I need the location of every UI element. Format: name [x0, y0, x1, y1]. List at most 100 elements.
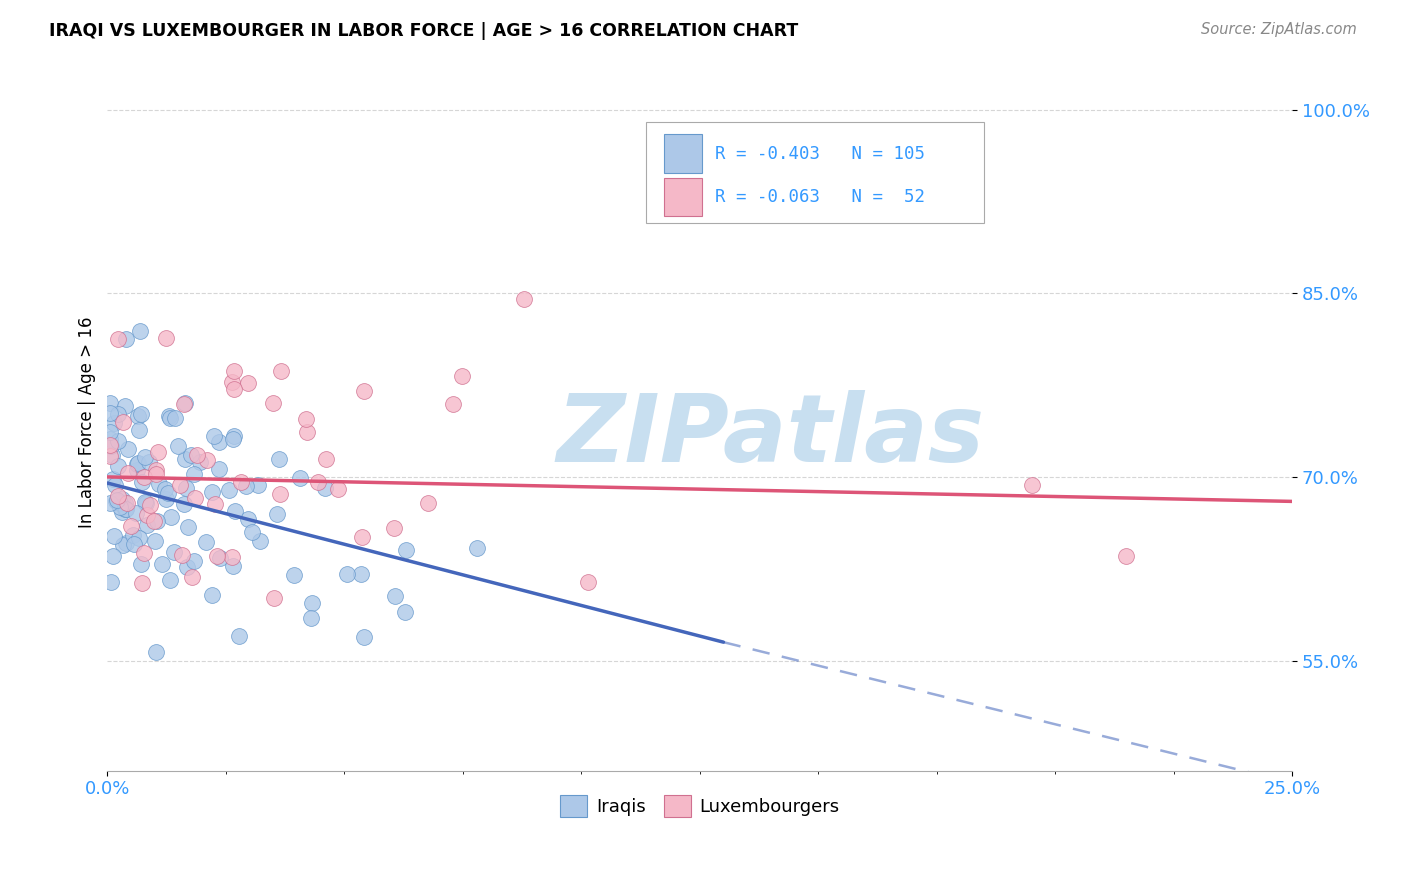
Point [132, 546, 155, 560]
Point [283, 568, 305, 582]
Point [180, 448, 202, 462]
Point [235, 479, 257, 493]
Point [270, 363, 292, 377]
Text: Source: ZipAtlas.com: Source: ZipAtlas.com [1201, 22, 1357, 37]
Point [145, 463, 167, 477]
Point [576, 574, 599, 589]
Point [107, 434, 129, 448]
Point [205, 549, 228, 563]
Point [111, 492, 134, 507]
Point [98, 449, 121, 463]
Point [146, 445, 169, 459]
Point [111, 505, 134, 519]
Point [174, 452, 197, 467]
Point [176, 559, 198, 574]
Point [128, 324, 150, 338]
Legend: Iraqis, Luxembourgers: Iraqis, Luxembourgers [553, 788, 846, 824]
Point [208, 461, 231, 475]
Point [127, 409, 149, 424]
Point [222, 364, 245, 378]
Point [131, 575, 153, 590]
Point [170, 548, 193, 562]
Point [451, 368, 474, 383]
Point [384, 589, 406, 603]
Point [112, 415, 135, 429]
Point [353, 630, 375, 644]
Point [173, 397, 195, 411]
Point [117, 442, 139, 456]
Text: ZIPatlas: ZIPatlas [557, 390, 986, 482]
Point [134, 495, 156, 509]
Point [299, 611, 322, 625]
Point [295, 412, 318, 426]
Point [269, 487, 291, 501]
Point [139, 498, 162, 512]
Point [169, 477, 191, 491]
Text: IRAQI VS LUXEMBOURGER IN LABOR FORCE | AGE > 16 CORRELATION CHART: IRAQI VS LUXEMBOURGER IN LABOR FORCE | A… [49, 22, 799, 40]
Point [142, 514, 165, 528]
Point [166, 439, 188, 453]
Point [125, 463, 148, 477]
Point [98, 438, 121, 452]
Point [132, 470, 155, 484]
Point [134, 450, 156, 464]
Point [135, 496, 157, 510]
Point [120, 519, 142, 533]
FancyBboxPatch shape [647, 122, 984, 223]
Point [229, 475, 252, 489]
Point [262, 395, 284, 409]
Point [208, 434, 231, 449]
Point [194, 535, 217, 549]
Point [101, 448, 124, 462]
Point [238, 512, 260, 526]
Point [124, 506, 146, 520]
Point [103, 417, 125, 431]
Point [129, 557, 152, 571]
Point [222, 382, 245, 396]
Bar [664, 135, 702, 173]
Point [181, 570, 204, 584]
Point [125, 457, 148, 471]
Point [336, 566, 359, 581]
Point [183, 554, 205, 568]
Point [160, 509, 183, 524]
Point [103, 529, 125, 543]
Point [186, 448, 208, 462]
Point [208, 551, 231, 566]
Point [177, 520, 200, 534]
Point [159, 410, 181, 425]
Point [465, 541, 488, 555]
Point [240, 525, 263, 540]
Point [221, 375, 243, 389]
Point [110, 500, 132, 515]
Point [307, 475, 329, 490]
Point [221, 550, 243, 565]
Point [263, 591, 285, 605]
Point [159, 573, 181, 587]
Point [136, 517, 159, 532]
Point [394, 605, 416, 619]
Point [301, 597, 323, 611]
Point [188, 454, 211, 468]
Point [100, 575, 122, 590]
Point [195, 453, 218, 467]
Point [222, 559, 245, 574]
Point [382, 521, 405, 535]
Point [114, 502, 136, 516]
Point [222, 428, 245, 442]
Point [352, 530, 374, 544]
Point [395, 543, 418, 558]
Point [114, 399, 136, 413]
Point [145, 644, 167, 658]
Point [138, 455, 160, 469]
Point [173, 497, 195, 511]
Point [155, 331, 177, 345]
Point [117, 466, 139, 480]
Point [115, 332, 138, 346]
Point [124, 537, 146, 551]
Point [98, 396, 121, 410]
Point [314, 481, 336, 495]
Point [224, 504, 246, 518]
Point [100, 439, 122, 453]
Point [441, 397, 464, 411]
